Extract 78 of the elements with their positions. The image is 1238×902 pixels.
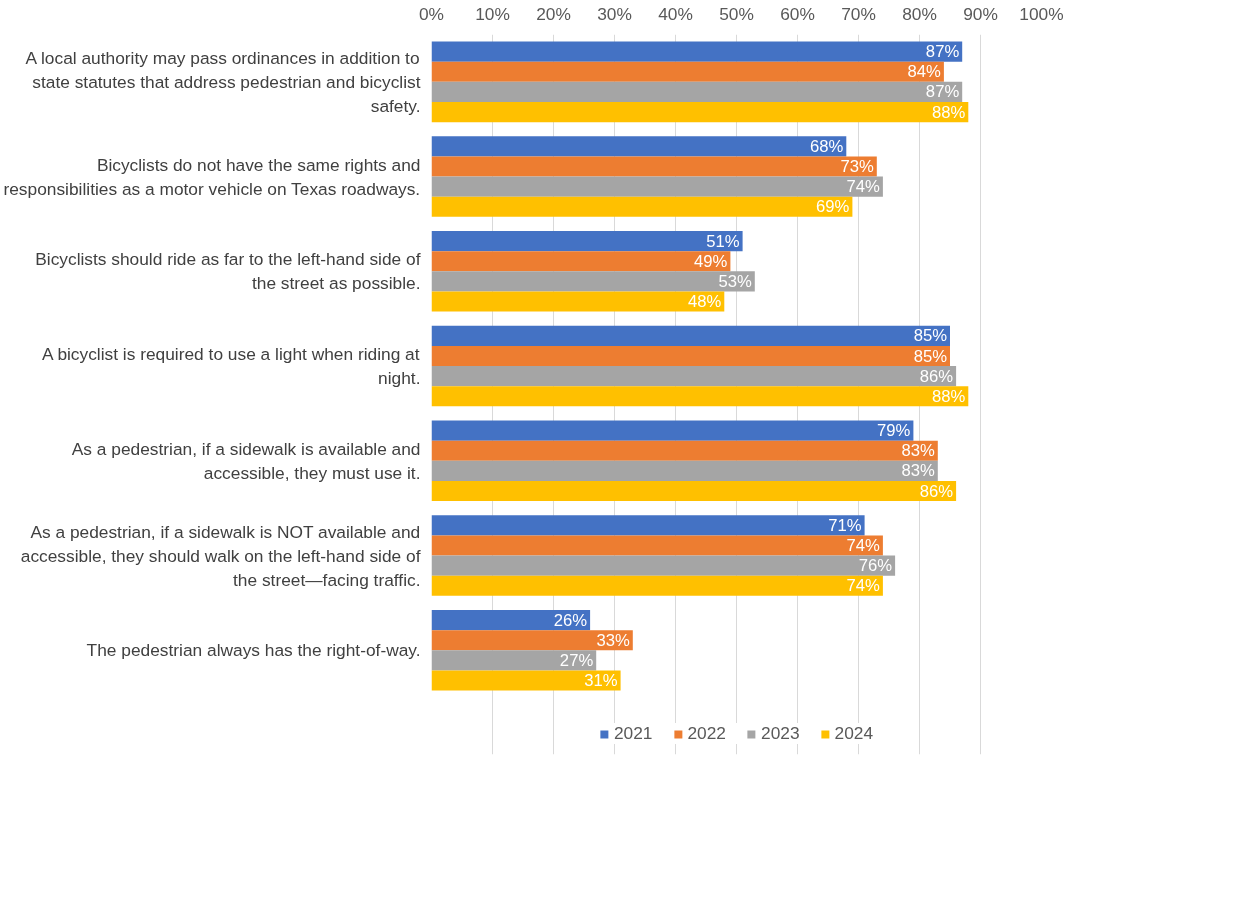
data-label: 76% [858,556,893,576]
legend-label: 2024 [834,723,874,744]
bar [431,650,597,671]
legend-label: 2021 [613,723,653,744]
y-tick-label: Bicyclists should ride as far to the left-hand side of the street as possible. [35,249,421,294]
bar [431,196,853,217]
data-label: 85% [913,346,948,366]
bar [431,271,755,292]
bar [431,325,950,346]
bar [431,515,865,536]
x-tick-label: 50% [719,3,754,24]
bar [431,555,896,576]
bar [431,480,957,502]
data-label: 88% [931,102,966,122]
data-label: 69% [816,197,850,217]
bar [431,630,633,651]
legend-label: 2023 [761,723,800,744]
x-tick-label: 30% [597,3,632,24]
x-tick-label: 20% [536,3,571,24]
data-label: 68% [809,136,844,156]
data-label: 88% [931,386,966,406]
bar [431,41,963,62]
data-label: 53% [718,271,752,291]
y-tick-label: As a pedestrian, if a sidewalk is NOT available and accessible, they should walk on the left-hand side of the street—facing traffic. [20,521,421,590]
bar [431,420,914,441]
data-label: 51% [706,231,740,251]
bar [431,156,877,177]
y-tick-label: A bicyclist is required to use a light when riding at night. [41,344,421,389]
data-label: 86% [919,481,954,501]
bar [431,81,963,102]
bar [431,386,969,407]
bar [431,670,621,691]
data-label: 83% [901,441,935,461]
x-tick-label: 60% [780,3,815,24]
bar [431,345,950,367]
data-label: 86% [919,366,954,386]
data-label: 27% [559,650,594,670]
bar [431,460,938,481]
x-tick-label: 90% [963,3,998,24]
x-tick-label: 40% [658,3,693,24]
data-label: 31% [584,670,618,690]
y-tick-label: Bicyclists do not have the same rights and responsibilities as a motor vehicle on Texas roadways. [3,154,421,199]
x-tick-label: 0% [418,3,445,24]
data-label: 48% [687,292,722,312]
data-label: 85% [913,326,948,346]
y-tick-label: The pedestrian always has the right-of-way. [86,640,421,661]
bar [431,251,731,272]
data-label: 87% [925,82,960,102]
data-label: 26% [553,610,588,630]
x-tick-label: 70% [841,3,876,24]
bar [431,366,957,387]
data-label: 33% [596,630,630,650]
y-tick-label: As a pedestrian, if a sidewalk is available and accessible, they must use it. [71,438,421,483]
bar [431,291,725,312]
data-label: 74% [846,576,881,596]
data-label: 73% [840,157,874,177]
bar [431,231,743,252]
bar [431,136,847,157]
x-tick-label: 10% [475,3,510,24]
bar [431,535,883,556]
bar [431,61,944,82]
data-label: 74% [846,177,881,197]
data-label: 49% [694,251,728,271]
data-label: 84% [907,62,942,82]
data-label: 74% [846,535,881,555]
bar [431,440,938,461]
x-tick-label: 80% [902,3,937,24]
bar [431,575,883,596]
legend-label: 2022 [687,723,726,744]
data-label: 71% [828,515,862,535]
bar [431,102,969,123]
y-tick-label: A local authority may pass ordinances in addition to state statutes that address pedestrian and bicyclist safety. [25,47,421,116]
data-label: 87% [925,42,960,62]
data-label: 79% [877,421,911,441]
data-label: 83% [901,461,935,481]
bar [431,610,591,631]
bar [431,176,883,197]
x-tick-label: 100% [1019,3,1064,24]
